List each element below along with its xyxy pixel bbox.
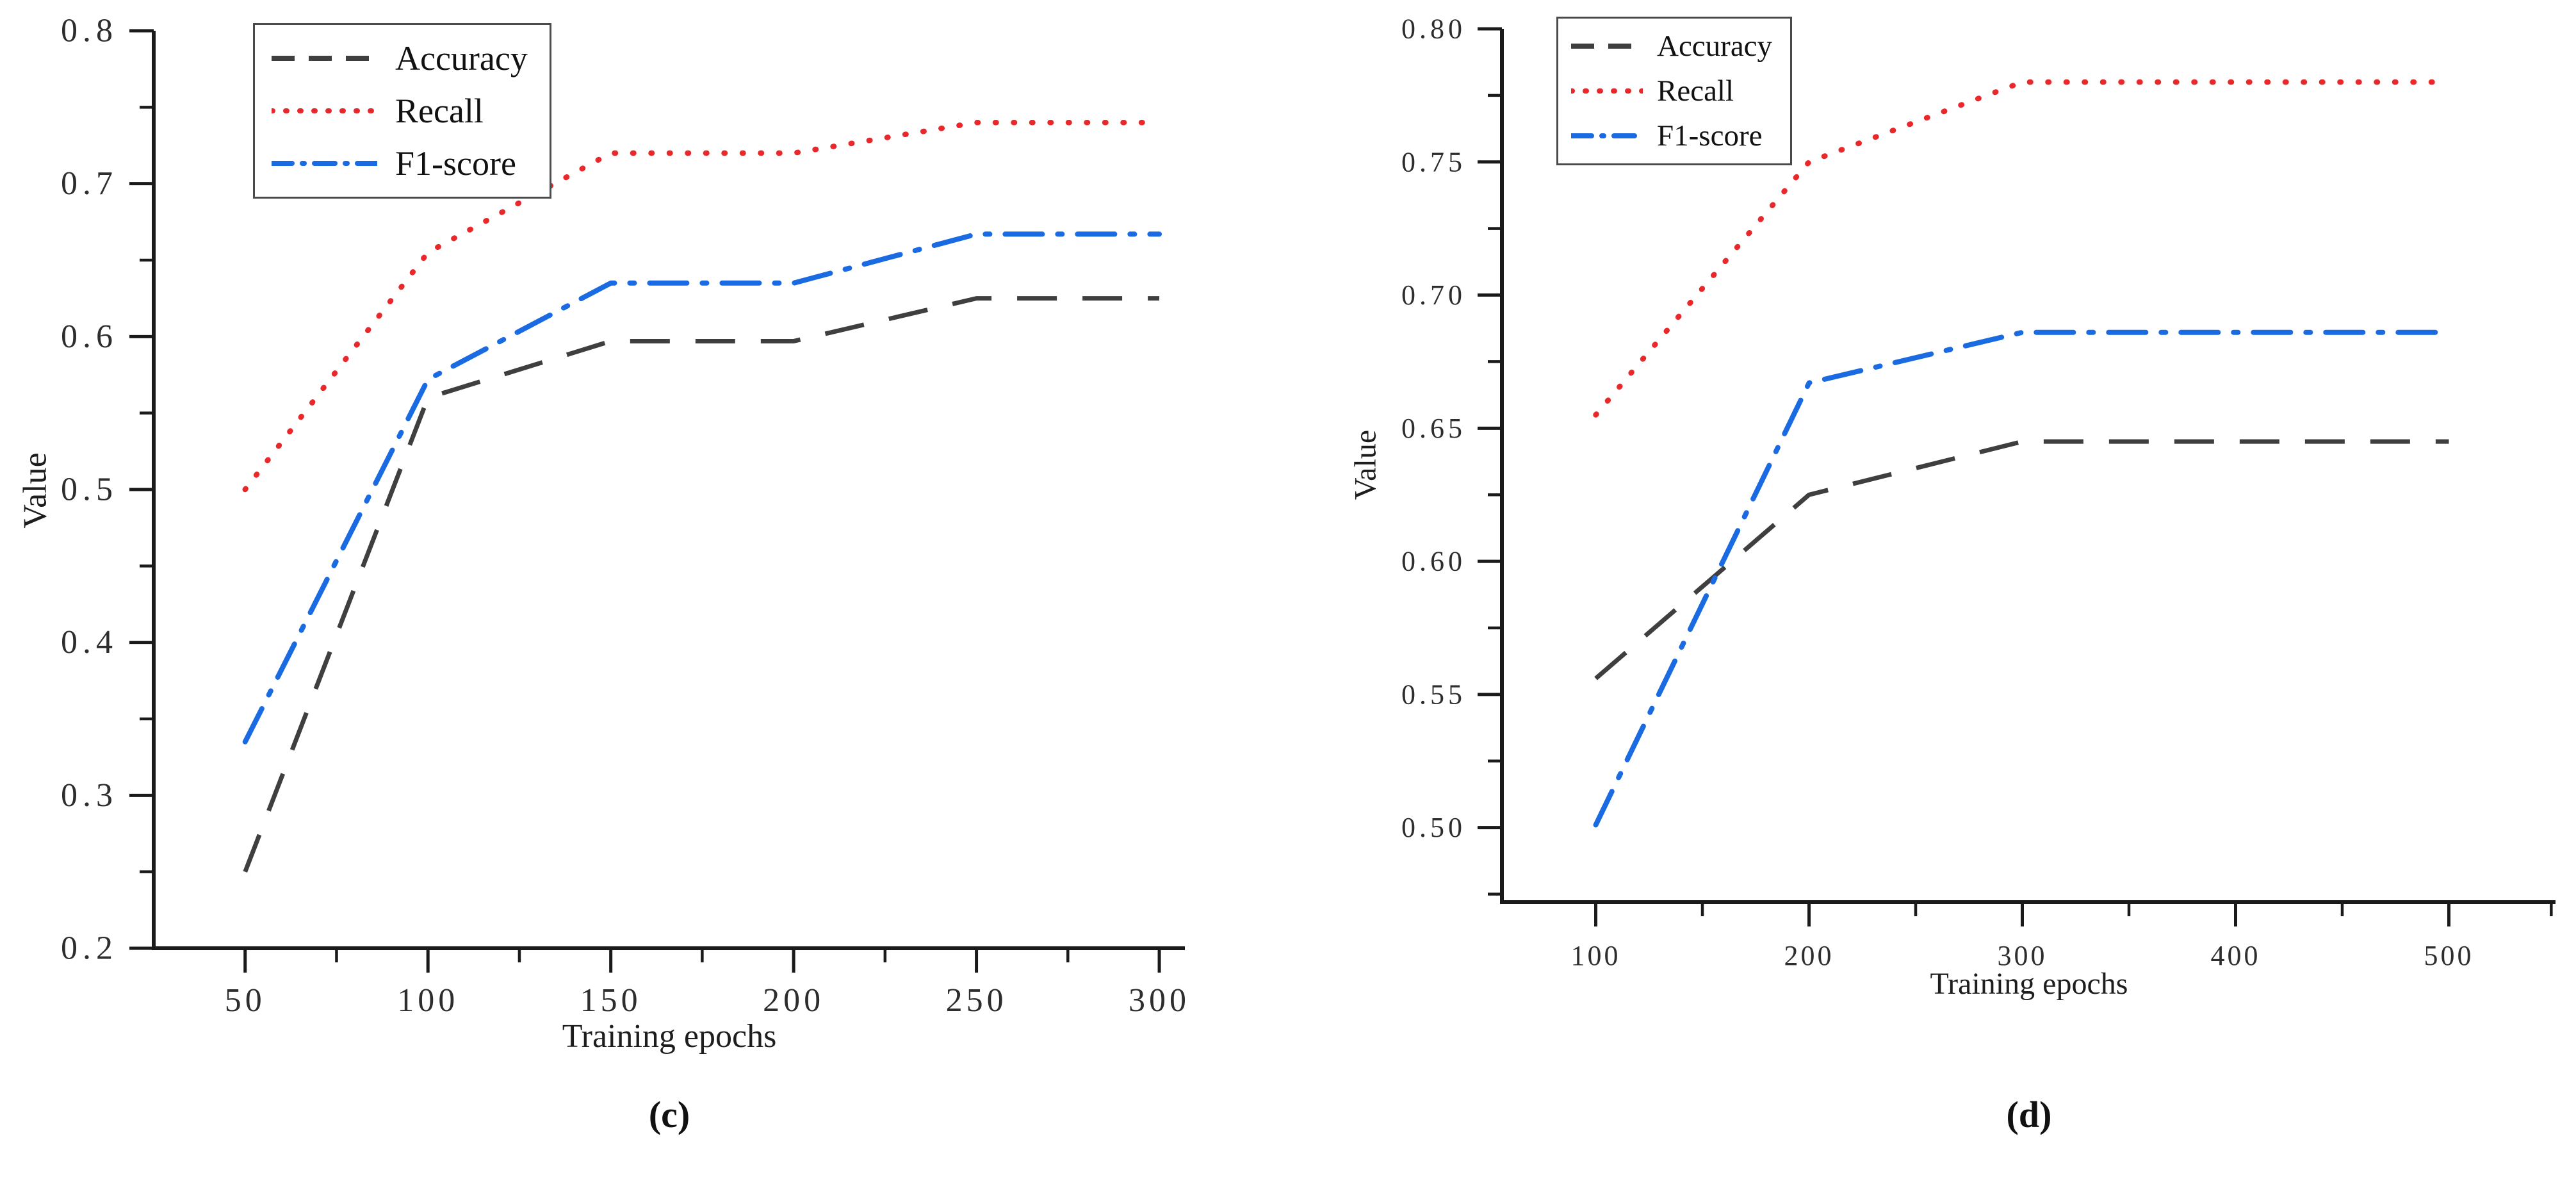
y-axis-label: Value xyxy=(1348,429,1383,500)
panel-d: Value Training epochs Accuracy Recall F1… xyxy=(1287,0,2576,1177)
legend-item-recall: Recall xyxy=(1571,71,1772,111)
legend-label-accuracy: Accuracy xyxy=(1657,29,1773,63)
x-tick-label: 200 xyxy=(1784,940,1834,971)
y-tick-label: 0.65 xyxy=(1401,413,1466,444)
x-tick-label: 100 xyxy=(1571,940,1621,971)
y-tick-label: 0.5 xyxy=(61,472,118,508)
y-tick-label: 0.8 xyxy=(61,13,118,49)
y-tick-label: 0.7 xyxy=(61,165,118,202)
x-tick-label: 250 xyxy=(946,982,1007,1019)
panel-caption: (c) xyxy=(648,1094,690,1135)
f1-score-line-icon xyxy=(1571,133,1643,138)
series-f1-score-line xyxy=(1593,329,2452,828)
series-f1-score-line xyxy=(242,231,1162,745)
legend-label-accuracy: Accuracy xyxy=(395,39,528,78)
legend-label-f1-score: F1-score xyxy=(395,144,516,183)
series-recall-line xyxy=(1593,79,2452,418)
y-tick-label: 0.4 xyxy=(61,624,118,661)
recall-line-icon xyxy=(272,108,377,113)
y-tick-label: 0.70 xyxy=(1401,279,1466,311)
legend-item-recall: Recall xyxy=(272,88,528,134)
legend-label-f1-score: F1-score xyxy=(1657,119,1763,152)
x-tick-label: 200 xyxy=(763,982,824,1019)
recall-line-icon xyxy=(1571,88,1643,94)
x-tick-label: 300 xyxy=(1998,940,2048,971)
y-tick-label: 0.60 xyxy=(1401,546,1466,577)
y-tick-label: 0.2 xyxy=(61,930,118,967)
series-accuracy-line xyxy=(243,296,1160,873)
y-tick-label: 0.75 xyxy=(1401,146,1466,177)
f1-score-line-icon xyxy=(272,161,377,166)
x-tick-label: 500 xyxy=(2424,940,2474,971)
y-tick-label: 0.6 xyxy=(61,318,118,355)
y-tick-label: 0.50 xyxy=(1401,812,1466,843)
panel-caption: (d) xyxy=(2006,1094,2052,1135)
series-accuracy-line xyxy=(1594,439,2449,680)
accuracy-line-icon xyxy=(272,56,377,61)
legend-item-accuracy: Accuracy xyxy=(272,35,528,81)
y-axis-label: Value xyxy=(17,452,54,529)
legend-item-f1-score: F1-score xyxy=(272,140,528,186)
panel-c: Value Training epochs Accuracy Recall F1… xyxy=(0,0,1287,1177)
accuracy-line-icon xyxy=(1571,44,1643,49)
y-tick-label: 0.80 xyxy=(1401,13,1466,45)
y-tick-label: 0.55 xyxy=(1401,679,1466,710)
legend: Accuracy Recall F1-score xyxy=(1556,17,1793,165)
x-axis-label: Training epochs xyxy=(562,1018,777,1055)
legend-label-recall: Recall xyxy=(1657,74,1734,108)
legend-item-accuracy: Accuracy xyxy=(1571,26,1772,66)
x-tick-label: 50 xyxy=(225,982,266,1019)
legend-label-recall: Recall xyxy=(395,92,484,130)
x-tick-label: 400 xyxy=(2211,940,2261,971)
y-tick-label: 0.3 xyxy=(61,777,118,814)
x-tick-label: 100 xyxy=(397,982,459,1019)
x-axis-label: Training epochs xyxy=(1930,967,2128,1001)
legend-item-f1-score: F1-score xyxy=(1571,116,1772,156)
x-tick-label: 300 xyxy=(1129,982,1190,1019)
legend: Accuracy Recall F1-score xyxy=(253,23,551,199)
x-tick-label: 150 xyxy=(580,982,642,1019)
